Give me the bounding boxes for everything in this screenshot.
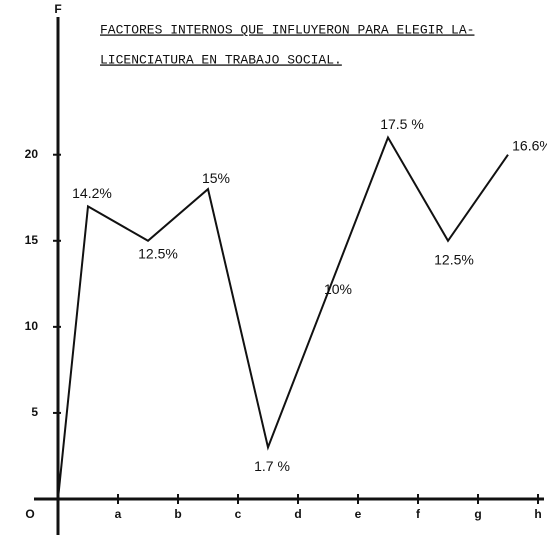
x-tick-label: a — [115, 507, 122, 521]
y-tick-label: 15 — [25, 233, 39, 247]
x-tick-label: h — [534, 507, 541, 521]
data-line — [57, 135, 509, 500]
point-label: 14.2% — [72, 185, 112, 201]
point-label: 12.5% — [138, 245, 178, 261]
x-tick-label: O — [25, 507, 34, 521]
point-label: 12.5% — [434, 251, 474, 267]
chart-title: FACTORES INTERNOS QUE INFLUYERON PARA EL… — [100, 22, 474, 37]
y-tick-label: 5 — [31, 405, 38, 419]
x-tick-label: e — [355, 507, 362, 521]
x-tick-label: f — [416, 507, 421, 521]
y-tick-label: 20 — [25, 147, 39, 161]
y-tick-label: 10 — [25, 319, 39, 333]
point-label: 17.5 % — [380, 116, 424, 132]
point-label: 16.6% — [512, 137, 547, 153]
x-tick-label: c — [235, 507, 242, 521]
x-tick-label: g — [474, 507, 481, 521]
point-label: 1.7 % — [254, 458, 290, 474]
x-tick-label: b — [174, 507, 181, 521]
x-tick-label: d — [294, 507, 301, 521]
chart-title: LICENCIATURA EN TRABAJO SOCIAL. — [100, 52, 342, 67]
y-axis-label: F — [54, 2, 61, 16]
point-label: 15% — [202, 170, 230, 186]
point-label: 10% — [324, 281, 352, 297]
